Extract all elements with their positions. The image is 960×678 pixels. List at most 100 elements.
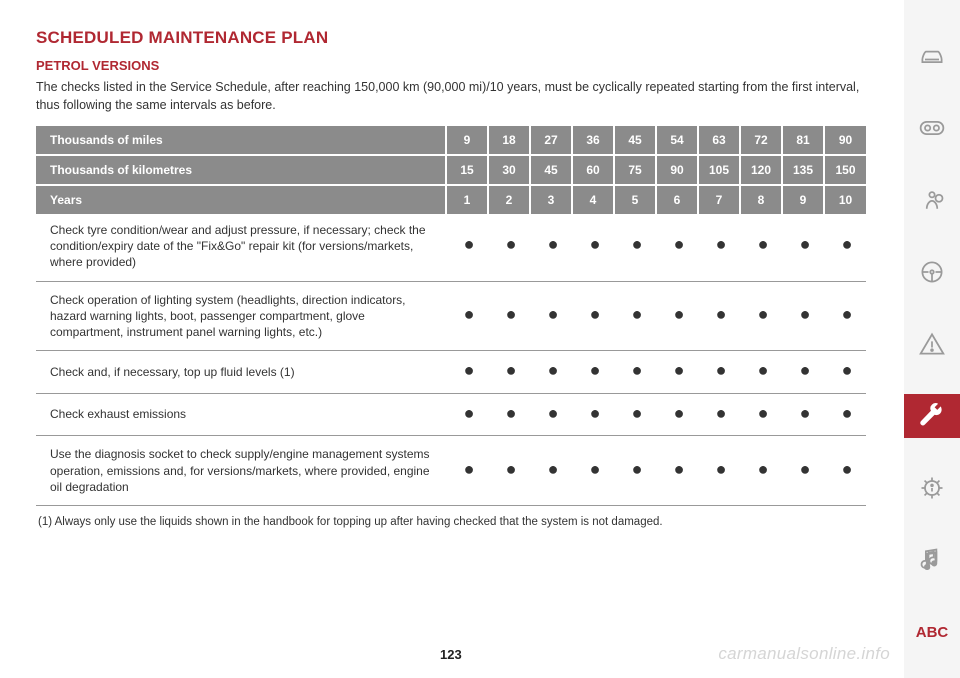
check-dot: ● xyxy=(656,436,698,506)
car-icon[interactable] xyxy=(904,34,960,78)
check-label: Check tyre condition/wear and adjust pre… xyxy=(36,214,446,281)
check-dot: ● xyxy=(656,393,698,436)
check-dot: ● xyxy=(488,436,530,506)
km-label: Thousands of kilometres xyxy=(36,155,446,185)
gear-info-icon[interactable] xyxy=(904,466,960,510)
warning-icon[interactable] xyxy=(904,322,960,366)
check-dot: ● xyxy=(530,214,572,281)
maintenance-table: Thousands of miles 9 18 27 36 45 54 63 7… xyxy=(36,126,866,506)
miles-col: 81 xyxy=(782,126,824,155)
check-dot: ● xyxy=(740,351,782,394)
miles-col: 27 xyxy=(530,126,572,155)
check-dot: ● xyxy=(698,281,740,351)
years-col: 4 xyxy=(572,185,614,214)
check-dot: ● xyxy=(698,436,740,506)
check-label: Check and, if necessary, top up fluid le… xyxy=(36,351,446,394)
check-dot: ● xyxy=(824,214,866,281)
km-col: 90 xyxy=(656,155,698,185)
page-title: SCHEDULED MAINTENANCE PLAN xyxy=(36,28,880,48)
years-label: Years xyxy=(36,185,446,214)
check-dot: ● xyxy=(698,351,740,394)
header-row-miles: Thousands of miles 9 18 27 36 45 54 63 7… xyxy=(36,126,866,155)
check-dot: ● xyxy=(698,214,740,281)
music-icon[interactable] xyxy=(904,538,960,582)
check-dot: ● xyxy=(488,214,530,281)
check-dot: ● xyxy=(488,281,530,351)
km-col: 150 xyxy=(824,155,866,185)
years-col: 1 xyxy=(446,185,488,214)
check-dot: ● xyxy=(614,351,656,394)
check-dot: ● xyxy=(656,351,698,394)
check-dot: ● xyxy=(572,214,614,281)
table-row: Check exhaust emissions●●●●●●●●●● xyxy=(36,393,866,436)
km-col: 30 xyxy=(488,155,530,185)
check-dot: ● xyxy=(740,393,782,436)
check-dot: ● xyxy=(698,393,740,436)
km-col: 75 xyxy=(614,155,656,185)
miles-col: 36 xyxy=(572,126,614,155)
km-col: 105 xyxy=(698,155,740,185)
check-dot: ● xyxy=(824,281,866,351)
table-row: Check and, if necessary, top up fluid le… xyxy=(36,351,866,394)
miles-col: 72 xyxy=(740,126,782,155)
check-dot: ● xyxy=(446,281,488,351)
years-col: 10 xyxy=(824,185,866,214)
check-dot: ● xyxy=(446,393,488,436)
years-col: 5 xyxy=(614,185,656,214)
miles-col: 18 xyxy=(488,126,530,155)
steering-icon[interactable] xyxy=(904,250,960,294)
section-subtitle: PETROL VERSIONS xyxy=(36,58,880,73)
miles-col: 54 xyxy=(656,126,698,155)
check-dot: ● xyxy=(572,351,614,394)
header-row-km: Thousands of kilometres 15 30 45 60 75 9… xyxy=(36,155,866,185)
check-dot: ● xyxy=(656,214,698,281)
check-dot: ● xyxy=(446,351,488,394)
years-col: 3 xyxy=(530,185,572,214)
miles-col: 63 xyxy=(698,126,740,155)
check-dot: ● xyxy=(824,393,866,436)
table-row: Check operation of lighting system (head… xyxy=(36,281,866,351)
page-number: 123 xyxy=(440,647,462,662)
check-dot: ● xyxy=(488,351,530,394)
miles-col: 90 xyxy=(824,126,866,155)
miles-col: 45 xyxy=(614,126,656,155)
wrench-icon[interactable] xyxy=(904,394,960,438)
check-dot: ● xyxy=(782,393,824,436)
intro-text: The checks listed in the Service Schedul… xyxy=(36,79,880,114)
km-col: 60 xyxy=(572,155,614,185)
footnote: (1) Always only use the liquids shown in… xyxy=(36,516,880,528)
years-col: 2 xyxy=(488,185,530,214)
table-row: Check tyre condition/wear and adjust pre… xyxy=(36,214,866,281)
check-dot: ● xyxy=(446,436,488,506)
check-dot: ● xyxy=(782,214,824,281)
years-col: 8 xyxy=(740,185,782,214)
check-dot: ● xyxy=(530,436,572,506)
check-dot: ● xyxy=(740,214,782,281)
check-dot: ● xyxy=(782,351,824,394)
check-dot: ● xyxy=(782,281,824,351)
km-col: 135 xyxy=(782,155,824,185)
check-dot: ● xyxy=(446,214,488,281)
check-dot: ● xyxy=(572,436,614,506)
years-col: 7 xyxy=(698,185,740,214)
dashboard-icon[interactable] xyxy=(904,106,960,150)
check-dot: ● xyxy=(614,436,656,506)
years-col: 9 xyxy=(782,185,824,214)
check-dot: ● xyxy=(572,393,614,436)
miles-col: 9 xyxy=(446,126,488,155)
check-dot: ● xyxy=(782,436,824,506)
check-dot: ● xyxy=(530,281,572,351)
check-dot: ● xyxy=(614,393,656,436)
check-label: Check exhaust emissions xyxy=(36,393,446,436)
check-dot: ● xyxy=(572,281,614,351)
years-col: 6 xyxy=(656,185,698,214)
check-label: Check operation of lighting system (head… xyxy=(36,281,446,351)
sidebar: ABC xyxy=(904,0,960,678)
check-dot: ● xyxy=(530,393,572,436)
header-row-years: Years 1 2 3 4 5 6 7 8 9 10 xyxy=(36,185,866,214)
check-dot: ● xyxy=(614,214,656,281)
check-dot: ● xyxy=(614,281,656,351)
table-row: Use the diagnosis socket to check supply… xyxy=(36,436,866,506)
abc-label[interactable]: ABC xyxy=(904,610,960,654)
airbag-icon[interactable] xyxy=(904,178,960,222)
